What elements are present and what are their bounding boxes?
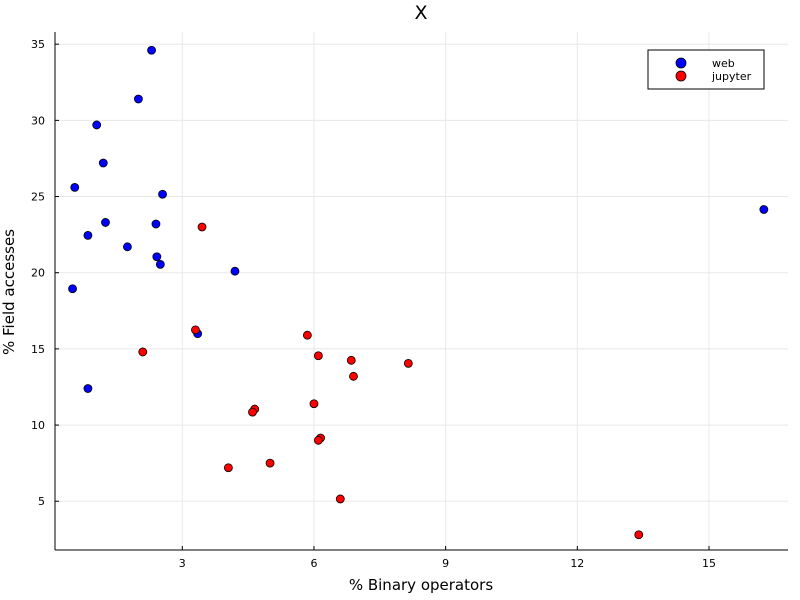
data-points bbox=[68, 45, 769, 540]
grid bbox=[55, 32, 788, 550]
x-tick-label: 6 bbox=[310, 557, 317, 570]
data-point-jupyter bbox=[138, 347, 148, 357]
data-point-web bbox=[92, 120, 102, 130]
data-point-web bbox=[230, 266, 240, 276]
chart-title: X bbox=[414, 2, 427, 24]
data-point-web bbox=[123, 242, 132, 252]
tick-labels: 3 6 9 12 15 5 10 15 20 25 30 35 bbox=[31, 38, 716, 570]
data-point-jupyter bbox=[302, 330, 312, 340]
data-point-jupyter bbox=[346, 355, 356, 365]
data-point-jupyter bbox=[313, 435, 323, 445]
legend-label-web: web bbox=[712, 57, 735, 70]
data-point-web bbox=[133, 94, 143, 104]
legend-box bbox=[647, 49, 765, 90]
data-point-jupyter bbox=[248, 407, 257, 417]
data-point-jupyter bbox=[313, 351, 323, 361]
y-tick-label: 20 bbox=[31, 267, 45, 280]
data-point-web bbox=[759, 205, 769, 214]
data-point-jupyter bbox=[403, 358, 413, 368]
data-point-web bbox=[155, 259, 165, 269]
data-point-web bbox=[98, 158, 108, 168]
x-tick-label: 9 bbox=[442, 557, 449, 570]
y-tick-label: 25 bbox=[31, 191, 45, 204]
data-point-jupyter bbox=[265, 458, 275, 468]
data-point-jupyter bbox=[309, 399, 319, 409]
data-point-web bbox=[151, 219, 161, 229]
data-point-web bbox=[83, 384, 93, 393]
y-tick-label: 35 bbox=[31, 38, 45, 51]
axes bbox=[54, 32, 788, 551]
x-tick-label: 3 bbox=[179, 557, 186, 570]
data-point-web bbox=[70, 182, 80, 192]
data-point-web bbox=[147, 45, 156, 55]
data-point-web bbox=[101, 218, 110, 227]
data-point-web bbox=[158, 189, 167, 199]
y-axis-title: % Field accesses bbox=[0, 229, 18, 355]
data-point-web bbox=[83, 230, 93, 240]
data-point-jupyter bbox=[223, 463, 233, 473]
data-point-web bbox=[152, 252, 162, 262]
legend-label-jupyter: jupyter bbox=[711, 70, 752, 83]
x-tick-label: 12 bbox=[570, 557, 584, 570]
data-point-jupyter bbox=[197, 222, 207, 232]
y-tick-label: 10 bbox=[31, 419, 45, 432]
legend-marker-jupyter bbox=[675, 70, 687, 82]
data-point-jupyter bbox=[335, 494, 345, 504]
y-tick-label: 15 bbox=[31, 343, 45, 356]
legend-marker-web bbox=[675, 57, 687, 69]
data-point-jupyter bbox=[634, 530, 644, 540]
data-point-jupyter bbox=[191, 325, 200, 335]
x-tick-label: 15 bbox=[702, 557, 716, 570]
x-axis-title: % Binary operators bbox=[349, 576, 494, 594]
y-tick-label: 5 bbox=[38, 495, 45, 508]
data-point-jupyter bbox=[349, 371, 358, 381]
y-tick-label: 30 bbox=[31, 114, 45, 127]
data-point-web bbox=[68, 284, 77, 294]
